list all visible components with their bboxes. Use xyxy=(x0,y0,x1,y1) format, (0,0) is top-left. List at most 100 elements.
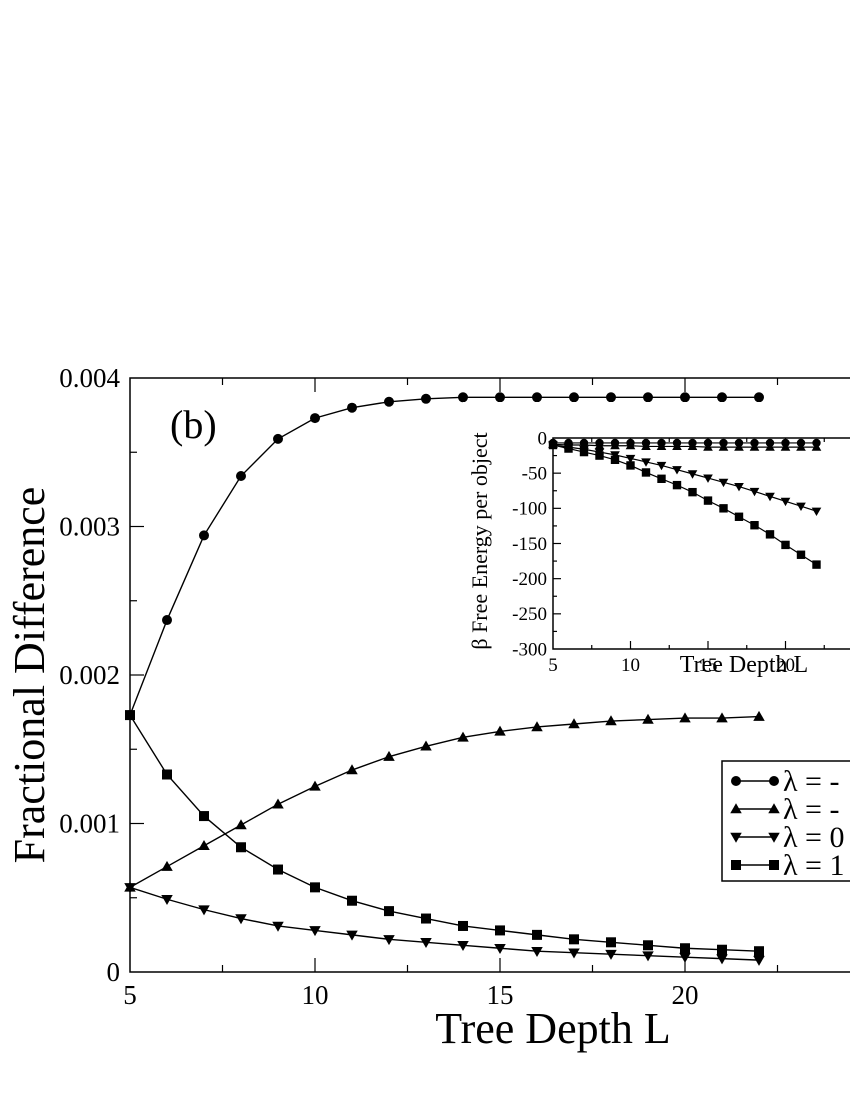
data-point xyxy=(679,712,691,723)
y-tick-label: 0 xyxy=(538,428,548,449)
data-point xyxy=(811,507,822,516)
data-point xyxy=(420,740,432,751)
data-point xyxy=(606,937,616,948)
data-point xyxy=(236,471,246,482)
legend-label: λ = - xyxy=(783,765,839,798)
data-point xyxy=(734,442,744,451)
legend-marker-right xyxy=(769,776,779,786)
main-x-axis-label: Tree Depth L xyxy=(435,1004,670,1053)
data-point xyxy=(458,920,468,931)
data-point xyxy=(780,497,791,507)
data-point xyxy=(309,780,321,791)
data-point xyxy=(610,451,620,460)
data-point xyxy=(595,451,604,460)
y-tick-label: 0.002 xyxy=(59,660,120,690)
main-chart: 5 10 15 20 0 0.001 0.002 0.003 0.004 Fractional … xyxy=(5,363,850,1053)
data-point xyxy=(383,750,395,761)
legend-marker-left xyxy=(731,860,741,870)
y-tick-label: 0.004 xyxy=(59,363,120,393)
series-triangle-up xyxy=(548,439,822,451)
data-point xyxy=(656,461,667,471)
data-point xyxy=(495,392,505,403)
data-point xyxy=(718,442,729,451)
legend-marker-left xyxy=(731,776,741,786)
series-square xyxy=(548,440,821,569)
data-point xyxy=(780,442,791,451)
data-point xyxy=(495,925,505,936)
data-point xyxy=(687,470,698,479)
data-point xyxy=(642,951,654,962)
data-point xyxy=(347,402,357,413)
legend-marker-right xyxy=(768,832,780,843)
data-point xyxy=(680,943,690,954)
inset-chart: 5 10 15 20 -300 -250 -200 -150 -100 -50 0 β Free E… xyxy=(463,402,850,687)
legend-entry: λ = - xyxy=(730,793,839,826)
legend-label: λ = 1 xyxy=(783,849,844,882)
data-point xyxy=(235,819,247,830)
legend-marker-left xyxy=(730,803,742,814)
data-point xyxy=(494,725,506,736)
data-point xyxy=(734,512,744,521)
data-point xyxy=(532,392,542,403)
x-tick-label: 10 xyxy=(621,655,640,676)
inset-plot-frame xyxy=(552,437,850,650)
y-tick-label: -300 xyxy=(512,639,547,660)
main-y-axis-label: Fractional Difference xyxy=(5,487,54,864)
data-point xyxy=(531,946,543,957)
data-point xyxy=(625,440,636,450)
data-point xyxy=(643,392,653,403)
main-series xyxy=(124,392,765,966)
legend-entry: λ = 1 xyxy=(731,849,844,882)
series-line xyxy=(129,396,759,716)
x-tick-label: 15 xyxy=(487,980,514,1010)
data-point xyxy=(161,860,173,871)
y-tick-label: 0.003 xyxy=(59,511,120,541)
data-point xyxy=(610,455,620,465)
data-point xyxy=(643,940,653,951)
data-point xyxy=(383,935,395,946)
data-point xyxy=(273,433,283,444)
data-point xyxy=(656,441,667,451)
data-point xyxy=(198,905,210,916)
data-point xyxy=(796,502,806,512)
data-point xyxy=(569,934,579,945)
data-point xyxy=(626,461,635,470)
inset-tick-labels: 5 10 15 20 -300 -250 -200 -150 -100 -50 0 xyxy=(512,428,795,676)
data-point xyxy=(346,764,358,775)
data-point xyxy=(310,882,320,893)
legend-marker-right xyxy=(769,860,779,870)
data-point xyxy=(717,392,727,403)
data-point xyxy=(161,894,173,905)
inset-x-axis-label: Tree Depth L xyxy=(680,652,808,678)
x-tick-label: 15 xyxy=(699,655,718,676)
data-point xyxy=(347,895,357,906)
data-point xyxy=(384,906,394,917)
legend-entry: λ = 0 xyxy=(730,821,844,854)
data-point xyxy=(687,441,698,451)
series-line xyxy=(129,886,760,961)
data-point xyxy=(421,393,431,404)
data-point xyxy=(162,769,172,780)
data-point xyxy=(494,943,506,954)
y-tick-label: -100 xyxy=(512,499,547,520)
data-point xyxy=(605,715,617,726)
series-line xyxy=(129,714,760,952)
legend-label: λ = 0 xyxy=(783,821,844,854)
data-point xyxy=(796,442,806,451)
panel-label: (b) xyxy=(170,402,217,447)
data-point xyxy=(235,914,247,925)
inset-y-axis-label: β Free Energy per object xyxy=(467,432,492,649)
data-point xyxy=(716,954,728,965)
data-point xyxy=(765,442,775,451)
data-point xyxy=(749,487,760,497)
data-point xyxy=(781,540,790,550)
data-point xyxy=(672,480,682,490)
y-tick-label: -50 xyxy=(522,463,547,484)
data-point xyxy=(679,952,691,963)
data-point xyxy=(641,458,651,467)
legend-marker-right xyxy=(768,803,780,814)
data-point xyxy=(734,482,744,492)
legend: λ = -λ = -λ = 0λ = 1 xyxy=(721,760,850,882)
data-point xyxy=(765,492,775,502)
data-point xyxy=(346,930,358,941)
